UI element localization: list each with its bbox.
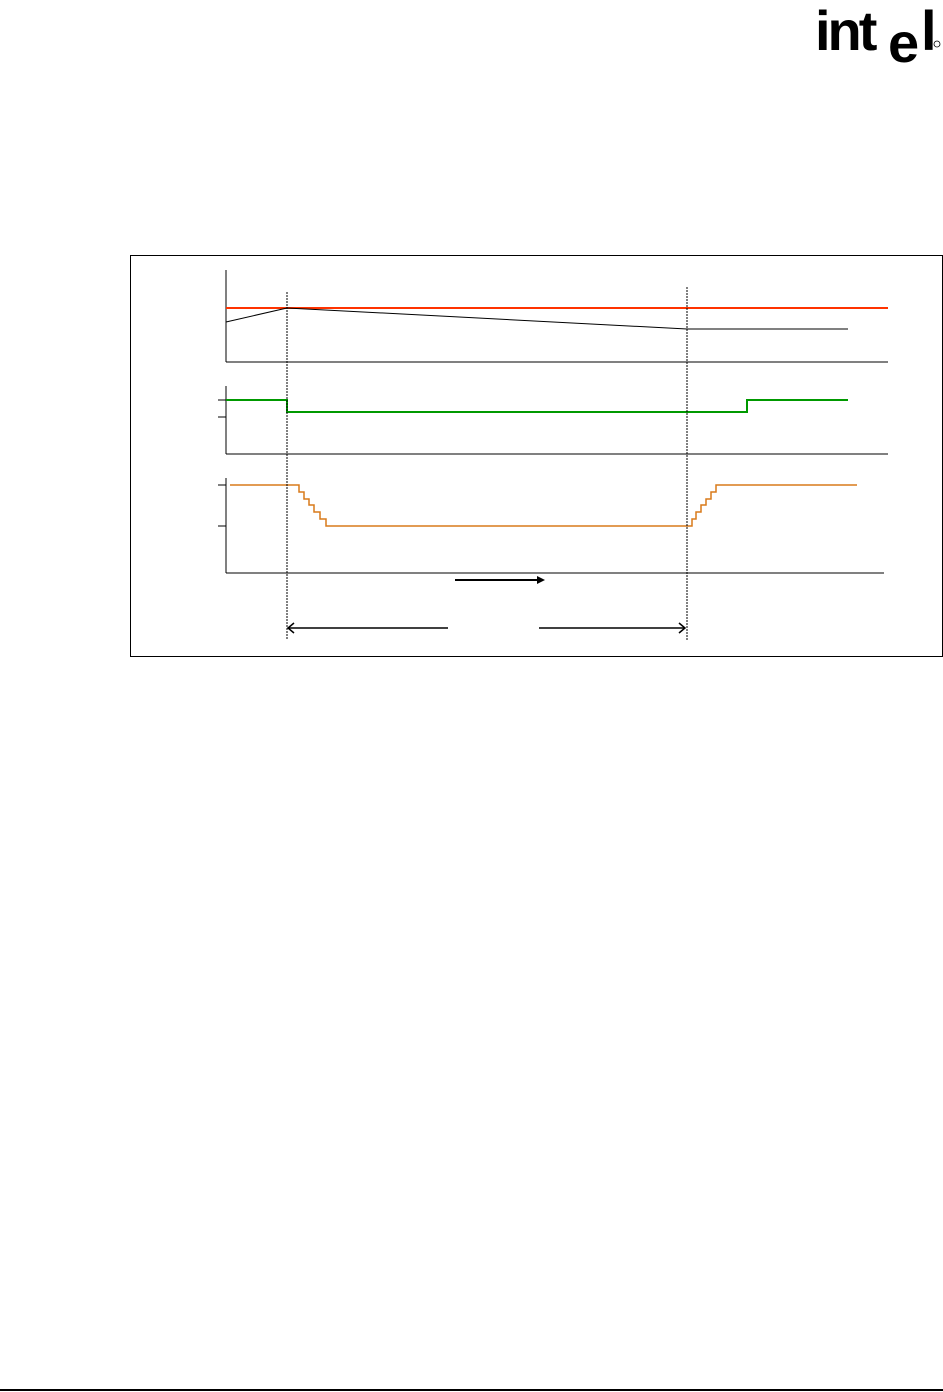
svg-text:e: e xyxy=(888,11,919,74)
top-black-trace xyxy=(225,307,848,330)
intel-logo: int e l xyxy=(815,0,941,74)
timing-diagram xyxy=(130,255,943,657)
middle-green-trace xyxy=(226,399,848,413)
bottom-orange-trace xyxy=(230,484,857,527)
svg-text:l: l xyxy=(921,0,937,62)
interval-double-arrow-icon xyxy=(286,622,687,634)
registered-mark-icon xyxy=(933,40,941,48)
time-arrow-icon xyxy=(455,576,545,584)
svg-text:int: int xyxy=(815,0,877,62)
